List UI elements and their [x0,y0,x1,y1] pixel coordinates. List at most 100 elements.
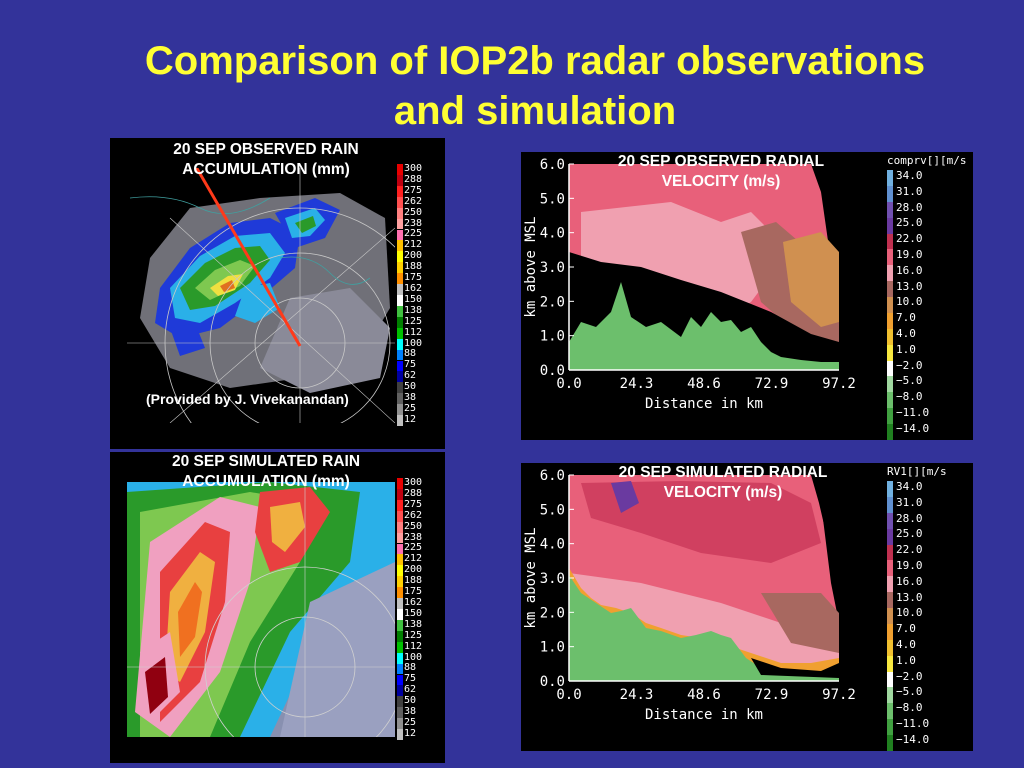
y-tick-label: 5.0 [540,502,565,518]
velocity-colorbar-swatch [887,481,893,497]
velocity-colorbar-swatch [887,170,893,186]
rain-colorbar-swatch [397,652,403,664]
rain-colorbar-swatch [397,729,403,740]
observed-velocity-cross-section: 6.0 5.0 4.0 3.0 2.0 1.0 0.00.0 24.3 48.6 72.9 97.2… [523,157,856,412]
velocity-colorbar-swatch [887,344,893,361]
rain-scale-label: 150 [404,293,423,305]
x-tick-label: 0.0 [556,376,581,392]
rain-colorbar-swatch [397,499,403,511]
rain-colorbar-swatch [397,415,403,426]
rain-colorbar-swatch [397,305,403,317]
rain-scale-label: 75 [404,359,417,371]
rain-scale-label: 262 [404,509,423,521]
velocity-scale-label: 10.0 [896,295,923,309]
observed-velocity-scale-labels: 34.0 31.0 28.0 25.0 22.0 19.0 16.0 13.0 10.0 7.0 4… [896,168,956,437]
rain-colorbar-swatch [397,240,403,252]
velocity-scale-label: 16.0 [896,574,923,588]
x-tick-label: 0.0 [556,687,581,703]
rain-scale-label: 300 [404,163,423,174]
observed-velocity-caption: 20 SEP OBSERVED RADIAL VELOCITY (m/s) [561,152,881,192]
rain-colorbar-swatch [397,598,403,609]
velocity-scale-label: 1.0 [896,653,916,667]
rain-colorbar-swatch [397,521,403,533]
velocity-scale-label: −11.0 [896,716,930,730]
velocity-colorbar-swatch [887,249,893,266]
rain-colorbar-swatch [397,543,403,555]
observed-velocity-colorbar-title: comprv[][m/s [887,154,967,167]
rain-colorbar-swatch [397,316,403,328]
rain-scale-label: 275 [404,184,423,196]
y-tick-label: 6.0 [540,157,565,173]
y-tick-label: 1.0 [540,329,565,345]
velocity-colorbar-swatch [887,233,893,250]
rain-scale-label: 38 [404,706,417,718]
rain-colorbar-swatch [397,532,403,544]
velocity-scale-label: 28.0 [896,200,923,214]
velocity-colorbar-swatch [887,639,893,656]
velocity-scale-label: 4.0 [896,326,916,340]
rain-colorbar-swatch [397,696,403,708]
rain-scale-label: 288 [404,173,423,185]
rain-scale-label: 138 [404,618,423,630]
velocity-scale-label: 13.0 [896,590,923,604]
rain-colorbar-swatch [397,609,403,620]
rain-scale-label: 125 [404,629,423,641]
rain-scale-label: 250 [404,520,423,532]
simulated-velocity-caption: 20 SEP SIMULATED RADIAL VELOCITY (m/s) [563,463,883,503]
rain-scale-label: 200 [404,250,423,262]
rain-scale-label: 25 [404,402,417,414]
velocity-scale-label: 19.0 [896,558,923,572]
observed-rain-caption-line1: 20 SEP OBSERVED RAIN [173,141,359,158]
velocity-scale-label: 16.0 [896,263,923,277]
rain-colorbar-swatch [397,382,403,394]
velocity-colorbar-swatch [887,576,893,593]
velocity-colorbar-swatch [887,703,893,720]
y-tick-label: 4.0 [540,226,565,242]
rain-scale-label: 150 [404,607,423,619]
rain-colorbar-swatch [397,404,403,416]
velocity-scale-label: 25.0 [896,527,923,541]
simulated-rain-caption: 20 SEP SIMULATED RAIN ACCUMULATION (mm) [110,452,422,492]
velocity-scale-label: 34.0 [896,169,923,182]
rain-colorbar-swatch [397,554,403,566]
rain-scale-label: 225 [404,228,423,240]
y-axis-label: km above MSL [523,216,539,317]
rain-scale-label: 275 [404,498,423,510]
velocity-scale-label: −5.0 [896,685,923,699]
y-axis-label: km above MSL [523,527,539,628]
rain-colorbar-swatch [397,587,403,599]
y-tick-label: 3.0 [540,260,565,276]
observed-rain-colorbar [397,164,403,426]
rain-scale-label: 62 [404,684,417,696]
velocity-scale-label: −5.0 [896,374,923,388]
slide-title: Comparison of IOP2b radar observations a… [60,36,1010,136]
simulated-rain-panel: 20 SEP SIMULATED RAIN ACCUMULATION (mm) … [110,452,445,763]
velocity-colorbar-swatch [887,360,893,377]
rain-scale-label: 162 [404,282,423,294]
velocity-colorbar-swatch [887,687,893,704]
rain-scale-label: 212 [404,239,423,251]
rain-colorbar-swatch [397,327,403,339]
rain-colorbar-swatch [397,196,403,208]
rain-scale-label: 25 [404,716,417,728]
simulated-velocity-scale-labels: 34.0 31.0 28.0 25.0 22.0 19.0 16.0 13.0 10.0 7.0 4… [896,479,956,748]
simulated-velocity-caption-line1: 20 SEP SIMULATED RADIAL [618,464,828,481]
velocity-scale-label: 31.0 [896,184,923,198]
velocity-scale-label: −14.0 [896,732,930,746]
y-tick-label: 0.0 [540,674,565,690]
rain-scale-label: 238 [404,531,423,543]
velocity-scale-label: 10.0 [896,606,923,620]
velocity-colorbar-swatch [887,265,893,282]
rain-colorbar-swatch [397,349,403,361]
rain-colorbar-swatch [397,663,403,675]
velocity-colorbar-swatch [887,408,893,425]
velocity-colorbar-swatch [887,201,893,218]
velocity-colorbar-swatch [887,608,893,624]
velocity-colorbar-swatch [887,424,893,440]
rain-scale-label: 12 [404,413,417,425]
velocity-colorbar-swatch [887,671,893,688]
velocity-colorbar-swatch [887,328,893,345]
x-tick-label: 72.9 [755,376,789,392]
x-tick-label: 97.2 [822,376,856,392]
velocity-colorbar-swatch [887,719,893,736]
